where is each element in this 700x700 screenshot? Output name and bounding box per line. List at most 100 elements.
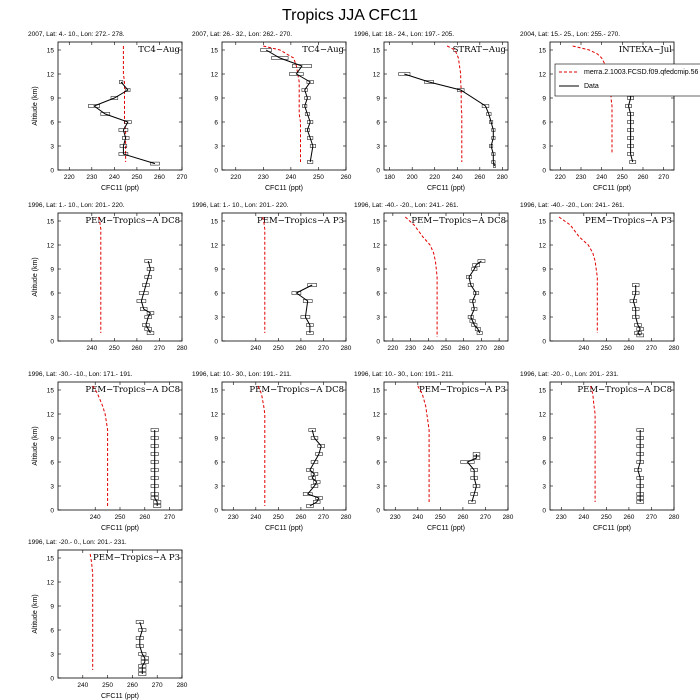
y-tick-label: 6 [376,119,380,126]
obs-error-box [142,283,150,287]
obs-profile-line [154,430,158,506]
obs-error-box [466,275,472,279]
y-tick-label: 15 [47,555,55,562]
obs-error-box [489,144,494,148]
x-axis-label: CFC11 (ppt) [427,525,465,532]
campaign-label: PEM−Tropics−A P3 [257,216,344,226]
y-tick-label: 3 [50,651,54,658]
obs-profile-line [295,284,313,333]
obs-error-box [289,72,304,76]
panel-header: 1996, Lat: -20.- 0., Lon: 201.- 231. [520,371,619,378]
panel-5: 1996, Lat: 1.- 10., Lon: 201.- 220. 240 25… [28,202,188,352]
y-tick-label: 6 [50,627,54,634]
x-tick-label: 280 [497,174,508,181]
obs-error-box [625,104,632,108]
y-tick-label: 6 [542,119,546,126]
obs-error-box [118,128,129,132]
y-tick-label: 6 [542,290,546,297]
x-tick-label: 250 [273,345,284,352]
obs-error-box [467,283,474,287]
obs-error-box [467,315,474,319]
x-axis-label: CFC11 (ppt) [593,185,631,192]
obs-error-box [138,291,149,295]
y-tick-label: 15 [211,47,219,54]
legend-model-label: merra.2.1003.FCSD.f09.qfedcmip.56 [584,69,698,76]
y-tick-label: 15 [373,387,381,394]
y-tick-label: 3 [214,143,218,150]
obs-error-box [301,88,308,92]
obs-error-box [100,112,111,116]
x-tick-label: 240 [109,174,120,181]
x-tick-label: 230 [556,514,567,521]
y-tick-label: 9 [542,435,546,442]
obs-error-box [491,128,496,132]
x-tick-label: 180 [384,174,395,181]
obs-error-box [460,460,475,464]
plot-frame [383,212,509,342]
panel-2: 2007, Lat: 26.- 32., Lon: 262.- 270. 220 2… [192,31,352,192]
obs-error-box [636,444,644,448]
obs-profile-line [637,430,641,502]
panel-11: 1996, Lat: 10.- 30., Lon: 191.- 211. 230 2… [354,371,514,532]
model-profile-line [122,46,127,162]
obs-error-box [124,120,132,124]
model-profile-line [590,385,596,502]
x-tick-label: 250 [601,345,612,352]
obs-error-box [304,112,310,116]
campaign-label: INTEXA−Jul [619,45,673,55]
x-tick-label: 260 [341,174,352,181]
obs-error-box [491,136,496,140]
x-tick-label: 240 [578,514,589,521]
x-axis-label: CFC11 (ppt) [427,185,465,192]
legend-obs-label: Data [584,83,599,90]
x-tick-label: 220 [429,174,440,181]
x-axis-label: CFC11 (ppt) [101,185,139,192]
obs-error-box [306,331,314,335]
y-tick-label: 9 [542,95,546,102]
y-tick-label: 6 [214,459,218,466]
obs-error-box [146,267,155,271]
obs-error-box [125,88,131,92]
obs-error-box [150,484,159,488]
obs-error-box [469,319,476,323]
y-tick-label: 0 [50,675,54,682]
y-tick-label: 12 [539,242,547,249]
obs-error-box [627,144,634,148]
obs-error-box [291,291,302,295]
obs-error-box [470,492,478,496]
obs-error-box [307,136,314,140]
panel-header: 2004, Lat: 15.- 25., Lon: 255.- 270. [520,31,620,38]
x-tick-label: 270 [658,174,669,181]
obs-error-box [474,327,481,331]
y-tick-label: 3 [542,314,546,321]
x-tick-label: 230 [86,174,97,181]
obs-error-box [88,104,100,108]
obs-error-box [310,436,319,440]
y-tick-label: 9 [214,266,218,273]
y-tick-label: 12 [47,579,55,586]
obs-error-box [491,160,496,164]
obs-error-box [632,283,640,287]
obs-error-box [153,500,162,504]
y-tick-label: 12 [47,242,55,249]
x-tick-label: 230 [228,514,239,521]
y-tick-label: 9 [50,266,54,273]
obs-profile-line [93,81,156,165]
y-tick-label: 3 [50,314,54,321]
obs-error-box [138,672,147,676]
x-tick-label: 260 [295,514,306,521]
model-profile-line [404,216,438,337]
panel-8: 1996, Lat: -40.- -20., Lon: 241.- 261. 24… [520,202,680,352]
obs-error-box [627,128,634,132]
y-tick-label: 0 [376,338,380,345]
y-tick-label: 3 [542,143,546,150]
x-tick-label: 240 [596,174,607,181]
y-tick-label: 0 [50,338,54,345]
y-tick-label: 0 [376,167,380,174]
obs-error-box [302,492,313,496]
y-tick-label: 3 [376,314,380,321]
obs-error-box [304,128,310,132]
x-tick-label: 240 [90,514,101,521]
panel-10: 1996, Lat: 10.- 30., Lon: 191.- 211. 230 2… [192,371,352,532]
obs-error-box [271,56,289,60]
